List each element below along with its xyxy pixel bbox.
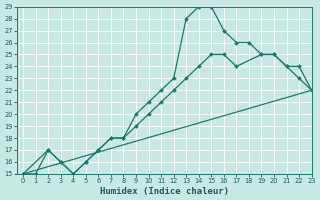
X-axis label: Humidex (Indice chaleur): Humidex (Indice chaleur) [100, 187, 229, 196]
